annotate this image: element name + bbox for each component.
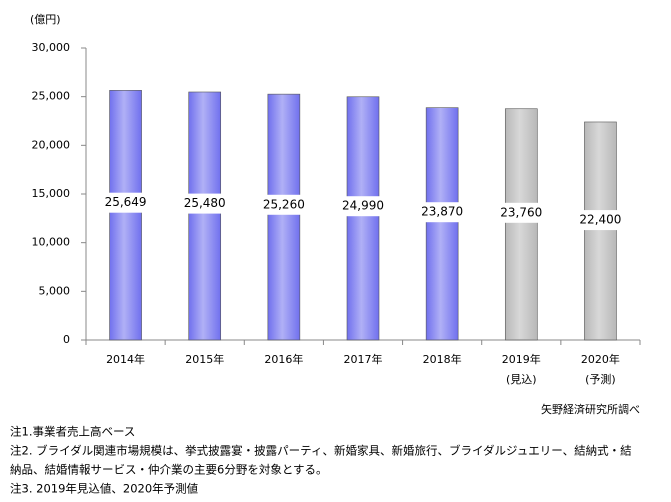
bar bbox=[267, 93, 301, 341]
value-label-box bbox=[339, 196, 387, 217]
note: 注3. 2019年見込値、2020年予測値 bbox=[10, 482, 199, 496]
y-tick-label: 0 bbox=[63, 333, 70, 346]
x-tick-label: 2018年 bbox=[423, 352, 462, 366]
value-label-box bbox=[576, 210, 625, 231]
source: 矢野経済研究所調べ bbox=[541, 402, 640, 416]
value-label-box bbox=[180, 193, 229, 214]
value-label-box bbox=[101, 192, 150, 213]
value-label: 25,260 bbox=[263, 197, 305, 211]
note: 注1.事業者売上高ベース bbox=[10, 425, 135, 439]
bar bbox=[346, 96, 380, 341]
y-tick-label: 25,000 bbox=[32, 90, 71, 103]
x-tick-label: 2019年 bbox=[502, 352, 541, 366]
y-tick-label: 20,000 bbox=[32, 138, 71, 151]
x-tick-label: 2017年 bbox=[344, 352, 383, 366]
x-tick-sublabel: (見込) bbox=[506, 373, 537, 386]
bar bbox=[584, 121, 617, 341]
note: 納品、結婚情報サービス・仲介業の主要6分野を対象とする。 bbox=[10, 463, 327, 477]
value-label: 23,870 bbox=[421, 205, 463, 219]
x-tick-label: 2015年 bbox=[185, 352, 224, 366]
bar bbox=[504, 108, 538, 341]
note: 注2. ブライダル関連市場規模は、挙式披露宴・披露パーティ、新婚家具、新婚旅行、… bbox=[10, 444, 632, 458]
x-tick-label: 2016年 bbox=[264, 352, 303, 366]
y-tick-label: 10,000 bbox=[32, 236, 71, 249]
value-label-box bbox=[418, 202, 467, 223]
bar bbox=[425, 107, 459, 341]
value-label: 24,990 bbox=[342, 199, 384, 213]
value-label-box bbox=[497, 202, 546, 223]
bar bbox=[188, 91, 222, 341]
value-label: 23,760 bbox=[500, 205, 542, 219]
value-label: 25,649 bbox=[105, 195, 147, 209]
y-tick-label: 30,000 bbox=[32, 41, 71, 54]
y-tick-label: 5,000 bbox=[39, 284, 71, 297]
value-label: 25,480 bbox=[184, 196, 226, 210]
x-tick-sublabel: (予測) bbox=[585, 372, 616, 386]
bar bbox=[109, 90, 142, 341]
unit-label: (億円) bbox=[30, 13, 61, 26]
x-tick-label: 2014年 bbox=[106, 352, 145, 366]
y-tick-label: 15,000 bbox=[32, 187, 71, 200]
value-label: 22,400 bbox=[579, 213, 621, 227]
value-label-box bbox=[259, 194, 308, 215]
x-tick-label: 2020年 bbox=[581, 352, 620, 366]
